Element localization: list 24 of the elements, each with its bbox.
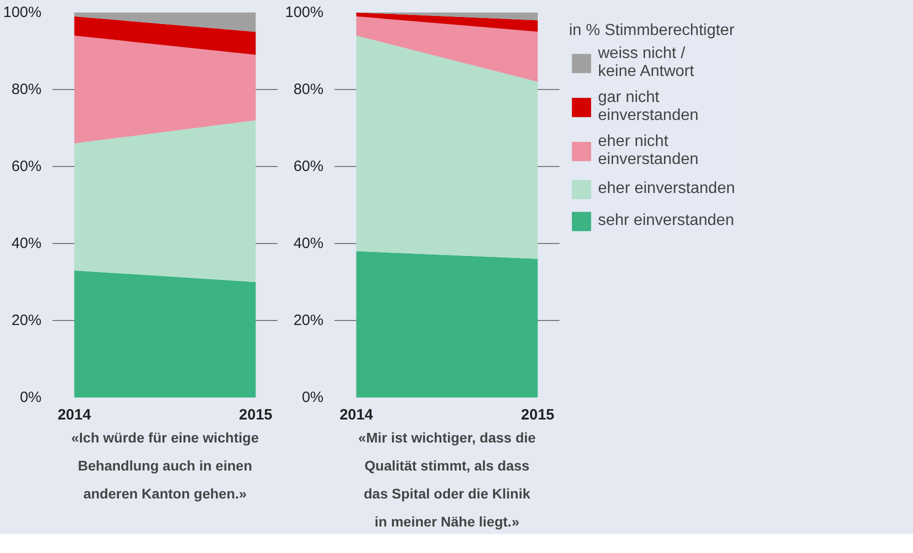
y-tick-label: 40%	[11, 235, 42, 252]
y-tick-label: 0%	[302, 389, 324, 406]
y-tick-label: 60%	[11, 158, 42, 175]
legend-label: eher einverstanden	[598, 180, 735, 198]
legend-label: gar nicht einverstanden	[598, 89, 699, 125]
text: «Mir ist wichtiger, dass die Qualität stimmt, als dass das Spital oder die Klinik in meiner Nähe liegt.»	[358, 430, 536, 530]
y-tick-label: 80%	[11, 81, 42, 98]
x-tick-label: 2014	[340, 406, 374, 424]
legend-label: weiss nicht / keine Antwort	[598, 45, 694, 81]
y-tick-label: 60%	[293, 158, 324, 175]
y-tick-label: 100%	[285, 4, 324, 21]
x-tick-label: 2014	[58, 406, 92, 424]
y-tick-label: 40%	[293, 235, 324, 252]
x-tick-label: 2015	[239, 406, 272, 424]
y-tick-label: 20%	[11, 312, 42, 329]
y-tick-label: 0%	[20, 389, 42, 406]
y-tick-label: 20%	[293, 312, 324, 329]
legend-label: eher nicht einverstanden	[598, 133, 699, 169]
y-tick-label: 100%	[3, 4, 42, 21]
x-tick-label: 2015	[521, 406, 554, 424]
y-tick-label: 80%	[293, 81, 324, 98]
text: «Ich würde für eine wichtige Behandlung auch in einen anderen Kanton gehen.»	[71, 430, 259, 502]
legend-title: in % Stimmberechtigter	[569, 22, 735, 40]
legend-label: sehr einverstanden	[598, 212, 734, 230]
